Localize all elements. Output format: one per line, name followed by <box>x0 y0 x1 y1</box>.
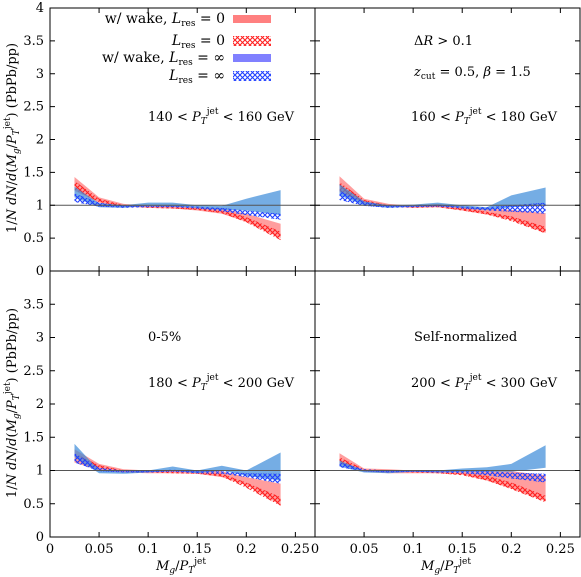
y-tick-label: 0.5 <box>23 497 44 512</box>
x-tick-label: 0.25 <box>281 542 310 557</box>
band-p4-series-3 <box>339 462 546 483</box>
x-tick-label: 0.1 <box>403 542 424 557</box>
x-tick-label: 0.15 <box>448 542 477 557</box>
x-tick-label: 0.25 <box>546 542 575 557</box>
y-tick-label: 0.5 <box>23 231 44 246</box>
y-tick-label: 3 <box>36 331 44 346</box>
legend-label-wake-lres0: w/ wake, Lres = 0 <box>105 11 225 29</box>
annotation-p3-ptrange: 180 < PTjet < 200 GeV <box>148 373 295 393</box>
legend-swatch-lresinf <box>233 71 271 81</box>
x-tick-label: 0.15 <box>183 542 212 557</box>
x-axis-label-right: Mg/PTjet <box>420 557 471 576</box>
band-p1-series-2 <box>74 186 281 216</box>
x-tick-label: 0.05 <box>85 542 114 557</box>
x-tick-label: 0 <box>311 542 319 557</box>
legend-swatch-wake-lres0 <box>233 15 271 23</box>
band-p1-series-3 <box>74 193 281 220</box>
y-tick-label: 2.5 <box>23 100 44 115</box>
y-tick-label: 0 <box>36 264 44 279</box>
legend-label-lres0: Lres = 0 <box>171 33 225 51</box>
annotation-p2-zcut: zcut = 0.5, β = 1.5 <box>413 65 531 82</box>
x-tick-label: 0.05 <box>350 542 379 557</box>
x-axis-label-left: Mg/PTjet <box>155 557 206 576</box>
legend: w/ wake, Lres = 0 Lres = 0 w/ wake, Lres… <box>102 11 271 86</box>
tick-labels: 0 0.5 1 1.5 2 2.5 3 3.5 4 0 0.5 1 1.5 2 2.5 3 3.5 0 0.05 0.… <box>23 1 575 557</box>
y-axis-label-bottom: 1/N dN/d(Mg/PTjet) (PbPb/pp) <box>3 308 22 498</box>
legend-swatch-lres0 <box>233 36 271 46</box>
y-tick-label: 3.5 <box>23 297 44 312</box>
y-tick-label: 1 <box>36 198 44 213</box>
band-p3-series-0 <box>74 449 281 506</box>
panel-p4 <box>314 270 581 538</box>
annotation-p2-ptrange: 160 < PTjet < 180 GeV <box>411 107 558 127</box>
legend-label-lresinf: Lres = ∞ <box>168 68 225 86</box>
y-tick-label: 3 <box>36 67 44 82</box>
x-tick-label: 0 <box>46 542 54 557</box>
x-tick-label: 0.1 <box>138 542 159 557</box>
annotation-p4-normalization: Self-normalized <box>414 330 517 345</box>
y-tick-label: 2 <box>36 397 44 412</box>
y-tick-label: 1 <box>36 464 44 479</box>
annotations: 140 < PTjet < 160 GeV ΔR > 0.1 zcut = 0.… <box>148 34 558 393</box>
y-tick-label: 3.5 <box>23 34 44 49</box>
panels <box>49 7 581 538</box>
x-tick-label: 0.2 <box>236 542 257 557</box>
band-p2-series-3 <box>339 190 546 214</box>
band-p3-series-2 <box>74 443 281 481</box>
band-p2-series-1 <box>339 182 546 234</box>
annotation-p1-ptrange: 140 < PTjet < 160 GeV <box>148 107 295 127</box>
y-tick-label: 1.5 <box>23 430 44 445</box>
y-tick-label: 0 <box>36 530 44 545</box>
y-axis-label-top: 1/N dN/d(Mg/PTjet) (PbPb/pp) <box>3 43 22 233</box>
annotation-p2-deltar: ΔR > 0.1 <box>414 34 473 49</box>
annotation-p4-ptrange: 200 < PTjet < 300 GeV <box>411 373 558 393</box>
annotation-p3-centrality: 0-5% <box>148 330 181 345</box>
y-tick-label: 1.5 <box>23 165 44 180</box>
x-tick-label: 0.2 <box>501 542 522 557</box>
y-tick-label: 2.5 <box>23 364 44 379</box>
legend-swatch-wake-lresinf <box>233 54 271 62</box>
panel-p3 <box>49 270 316 538</box>
y-tick-label: 4 <box>36 1 44 16</box>
y-tick-label: 2 <box>36 133 44 148</box>
legend-label-wake-lresinf: w/ wake, Lres = ∞ <box>102 50 225 68</box>
